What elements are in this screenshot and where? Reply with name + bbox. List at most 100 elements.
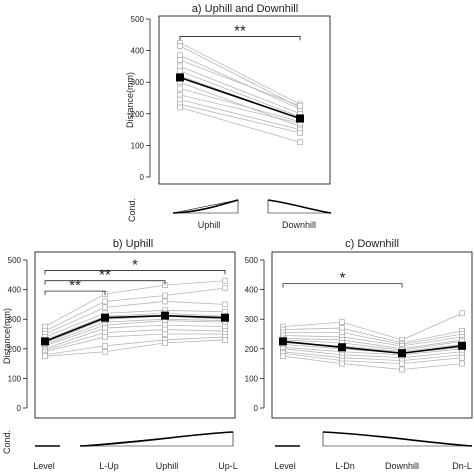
subject-line — [179, 94, 301, 124]
subject-line — [44, 301, 226, 335]
subject-point — [42, 353, 48, 360]
subject-line — [282, 327, 463, 344]
subject-line — [44, 287, 226, 332]
y-tick-label: 100 — [131, 141, 145, 150]
subject-point — [162, 340, 168, 346]
y-tick-label: 0 — [140, 173, 145, 182]
subject-point — [177, 63, 183, 70]
significance-label: ** — [69, 277, 81, 294]
subject-line — [44, 309, 226, 338]
panel-a: a) Uphill and Downhill Distance(mm) Cond… — [125, 3, 332, 230]
subject-line — [282, 312, 463, 341]
mean-point — [338, 343, 346, 352]
subject-point — [177, 68, 183, 74]
downhill-slope-icon — [267, 200, 331, 214]
subject-point — [459, 354, 465, 361]
subject-line — [179, 107, 301, 143]
subject-line — [44, 318, 226, 345]
subject-line — [283, 332, 463, 345]
mean-point — [398, 349, 406, 358]
significance-bracket — [44, 270, 226, 275]
subject-line — [282, 348, 463, 359]
significance-bracket — [282, 283, 403, 288]
mean-point — [458, 341, 466, 350]
uphill-slope-line — [172, 199, 239, 214]
y-tick-label: 400 — [131, 47, 145, 56]
y-tick-label: 500 — [8, 256, 22, 265]
x-category-label: Up-L — [218, 461, 238, 471]
subject-point — [102, 334, 108, 340]
subject-line — [179, 99, 301, 130]
significance-label: ** — [99, 267, 111, 284]
subject-line — [44, 280, 226, 327]
subject-line — [44, 333, 225, 353]
subject-point — [222, 277, 228, 284]
subject-line — [282, 352, 463, 365]
subject-line — [179, 70, 301, 118]
subject-point — [177, 43, 183, 49]
subject-point — [177, 96, 183, 103]
y-tick-label: 300 — [8, 315, 22, 324]
subject-point — [459, 310, 465, 317]
subject-point — [297, 103, 303, 109]
panel-c: c) Downhill 0 100 200 300 400 500 * Level L-Dn… — [245, 238, 473, 471]
subject-point — [177, 85, 183, 92]
significance-bracket — [44, 290, 106, 296]
x-category-label: L-Dn — [335, 461, 355, 471]
subject-line — [179, 54, 301, 110]
panel-a-cond-label: Cond. — [127, 198, 137, 222]
subject-line — [44, 336, 226, 356]
subject-line — [179, 88, 301, 123]
subject-line — [44, 329, 226, 351]
mean-point — [221, 313, 229, 322]
mean-point — [101, 313, 109, 322]
significance-bracket — [44, 280, 166, 285]
significance-label: * — [340, 270, 346, 287]
subject-point — [222, 337, 228, 343]
subject-line — [179, 66, 301, 115]
subject-point — [297, 129, 303, 136]
downhill-slope-line — [267, 199, 332, 214]
subject-point — [399, 360, 405, 367]
subject-line — [44, 312, 226, 341]
subject-point — [280, 353, 286, 360]
subject-point — [102, 342, 108, 349]
subject-point — [177, 52, 183, 59]
panel-c-title: c) Downhill — [345, 238, 399, 250]
y-tick-label: 500 — [245, 256, 259, 265]
panel-b-frame — [34, 251, 236, 419]
y-tick-label: 100 — [8, 374, 22, 383]
x-category-label: Level — [33, 461, 55, 471]
subject-point — [339, 360, 345, 367]
subject-line — [179, 45, 301, 108]
subject-line — [179, 103, 301, 134]
subject-point — [177, 57, 183, 63]
y-tick-label: 400 — [245, 286, 259, 295]
y-tick-label: 100 — [245, 374, 259, 383]
mean-line — [282, 340, 463, 355]
subject-point — [177, 91, 183, 98]
mean-line — [44, 314, 226, 343]
downhill-ramp-icon — [322, 432, 472, 447]
mean-point — [161, 311, 169, 320]
x-category-label: Downhill — [282, 220, 316, 230]
mean-point — [41, 337, 49, 346]
y-tick-label: 0 — [254, 404, 259, 413]
subject-line — [179, 81, 301, 127]
subject-point — [102, 298, 108, 305]
uphill-slope-icon — [172, 199, 239, 214]
significance-label: ** — [234, 22, 246, 39]
y-tick-label: 200 — [8, 345, 22, 354]
x-category-label: Downhill — [385, 461, 419, 471]
significance-bracket — [179, 36, 301, 41]
subject-line — [179, 42, 301, 105]
panel-c-frame — [271, 251, 473, 419]
y-tick-label: 200 — [131, 110, 145, 119]
subject-point — [102, 304, 108, 311]
x-category-label: Dn-L — [452, 461, 472, 471]
uphill-ramp-line — [79, 431, 234, 447]
subject-line — [44, 320, 226, 347]
subject-point — [339, 319, 345, 326]
subject-line — [282, 335, 463, 347]
